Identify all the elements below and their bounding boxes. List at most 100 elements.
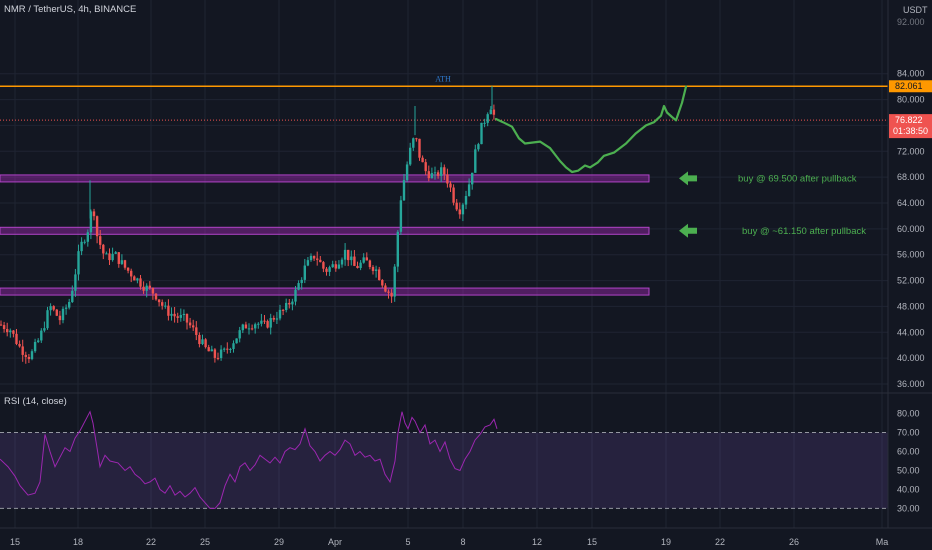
candle-body [185,313,189,323]
candle-body [440,167,443,176]
candle-body [238,330,241,339]
candle-body [133,276,136,281]
date-tick-label: 5 [405,537,410,547]
support-zone [0,226,650,235]
candle-body [136,278,139,281]
date-tick-label: 18 [73,537,83,547]
candle-body [343,249,347,260]
candle-body [461,204,465,215]
rsi-tick-label: 60.00 [897,447,920,457]
candle-body [241,324,244,331]
candle-body [58,315,62,321]
candle-body [111,253,114,261]
candle-body [474,149,477,173]
projection-line [494,85,688,174]
candle-body [179,315,182,318]
candle-body [83,241,86,243]
candle-body [272,317,275,320]
price-tick-label: 80.000 [897,95,925,105]
date-tick-label: 22 [146,537,156,547]
candle-body [123,260,127,268]
rsi-panel: RSI (14, close) [0,396,888,509]
candle-body [362,257,365,263]
candle-body [433,172,437,174]
candle-body [99,236,102,245]
candle-body [347,249,350,261]
candle-body [64,307,68,309]
candle-body [6,329,9,333]
candle-body [157,299,161,303]
chart-title: NMR / TetherUS, 4h, BINANCE [4,4,136,15]
candle-body [467,184,471,196]
candle-body [356,265,359,268]
candle-body [24,354,27,357]
projection-path [494,85,688,174]
candle-body [412,138,415,148]
price-tick-label: 52.000 [897,276,925,286]
candle-body [52,306,55,310]
candle-body [74,274,77,291]
candle-body [9,330,12,333]
candle-body [92,211,96,217]
candle-body [430,173,434,179]
candle-body [312,255,316,259]
candle-body [322,262,325,269]
rsi-title: RSI (14, close) [4,396,67,407]
candle-body [68,302,71,308]
candle-body [325,268,328,272]
candle-body [43,328,46,331]
rsi-tick-label: 80.00 [897,409,920,419]
ath-label: ATH [435,74,451,83]
candle-body [471,172,474,185]
candle-body [27,356,31,360]
candle-body [105,253,108,255]
candle-body [18,343,21,347]
price-tick-label: 56.000 [897,250,925,260]
candle-body [405,164,409,181]
candle-body [46,310,49,329]
candle-body [297,283,300,290]
candle-body [309,255,313,261]
candle-body [49,306,52,311]
ath-price-tag [889,80,932,93]
candle-body [275,318,279,320]
candle-body [303,265,306,280]
candle-body [80,241,83,252]
candle-body [340,259,344,265]
candle-body [117,252,120,264]
last-price-tag [889,114,932,139]
candle-body [489,109,492,115]
candle-body [108,253,111,261]
rsi-tick-label: 50.00 [897,465,920,475]
last-price-tag-text: 76.822 [895,115,923,125]
date-tick-label: 19 [661,537,671,547]
rsi-tick-label: 70.00 [897,428,920,438]
candle-body [374,269,378,271]
candle-body [167,305,170,316]
candle-body [443,167,446,175]
candle-body [229,348,232,350]
candle-body [204,339,207,348]
candle-body [260,320,263,324]
candle-body [61,308,65,321]
candle-body [371,266,375,271]
annotations: ATH buy @ 69.500 after pullback buy @ ~61.… [435,74,866,238]
countdown-tag-text: 01:38:50 [893,126,928,136]
candle-body [483,122,486,124]
candle-body [77,251,80,275]
candle-body [418,138,421,158]
candle-body [477,144,480,150]
candle-body [250,328,254,330]
price-lines [0,85,888,121]
price-tick-label: 36.000 [897,379,925,389]
candle-body [427,171,430,179]
candle-body [350,256,353,261]
date-tick-label: 25 [200,537,210,547]
rsi-band-fill [0,432,888,509]
price-tick-label: 40.000 [897,353,925,363]
date-tick-label: 29 [274,537,284,547]
candle-body [182,313,186,316]
candle-body [334,264,337,269]
